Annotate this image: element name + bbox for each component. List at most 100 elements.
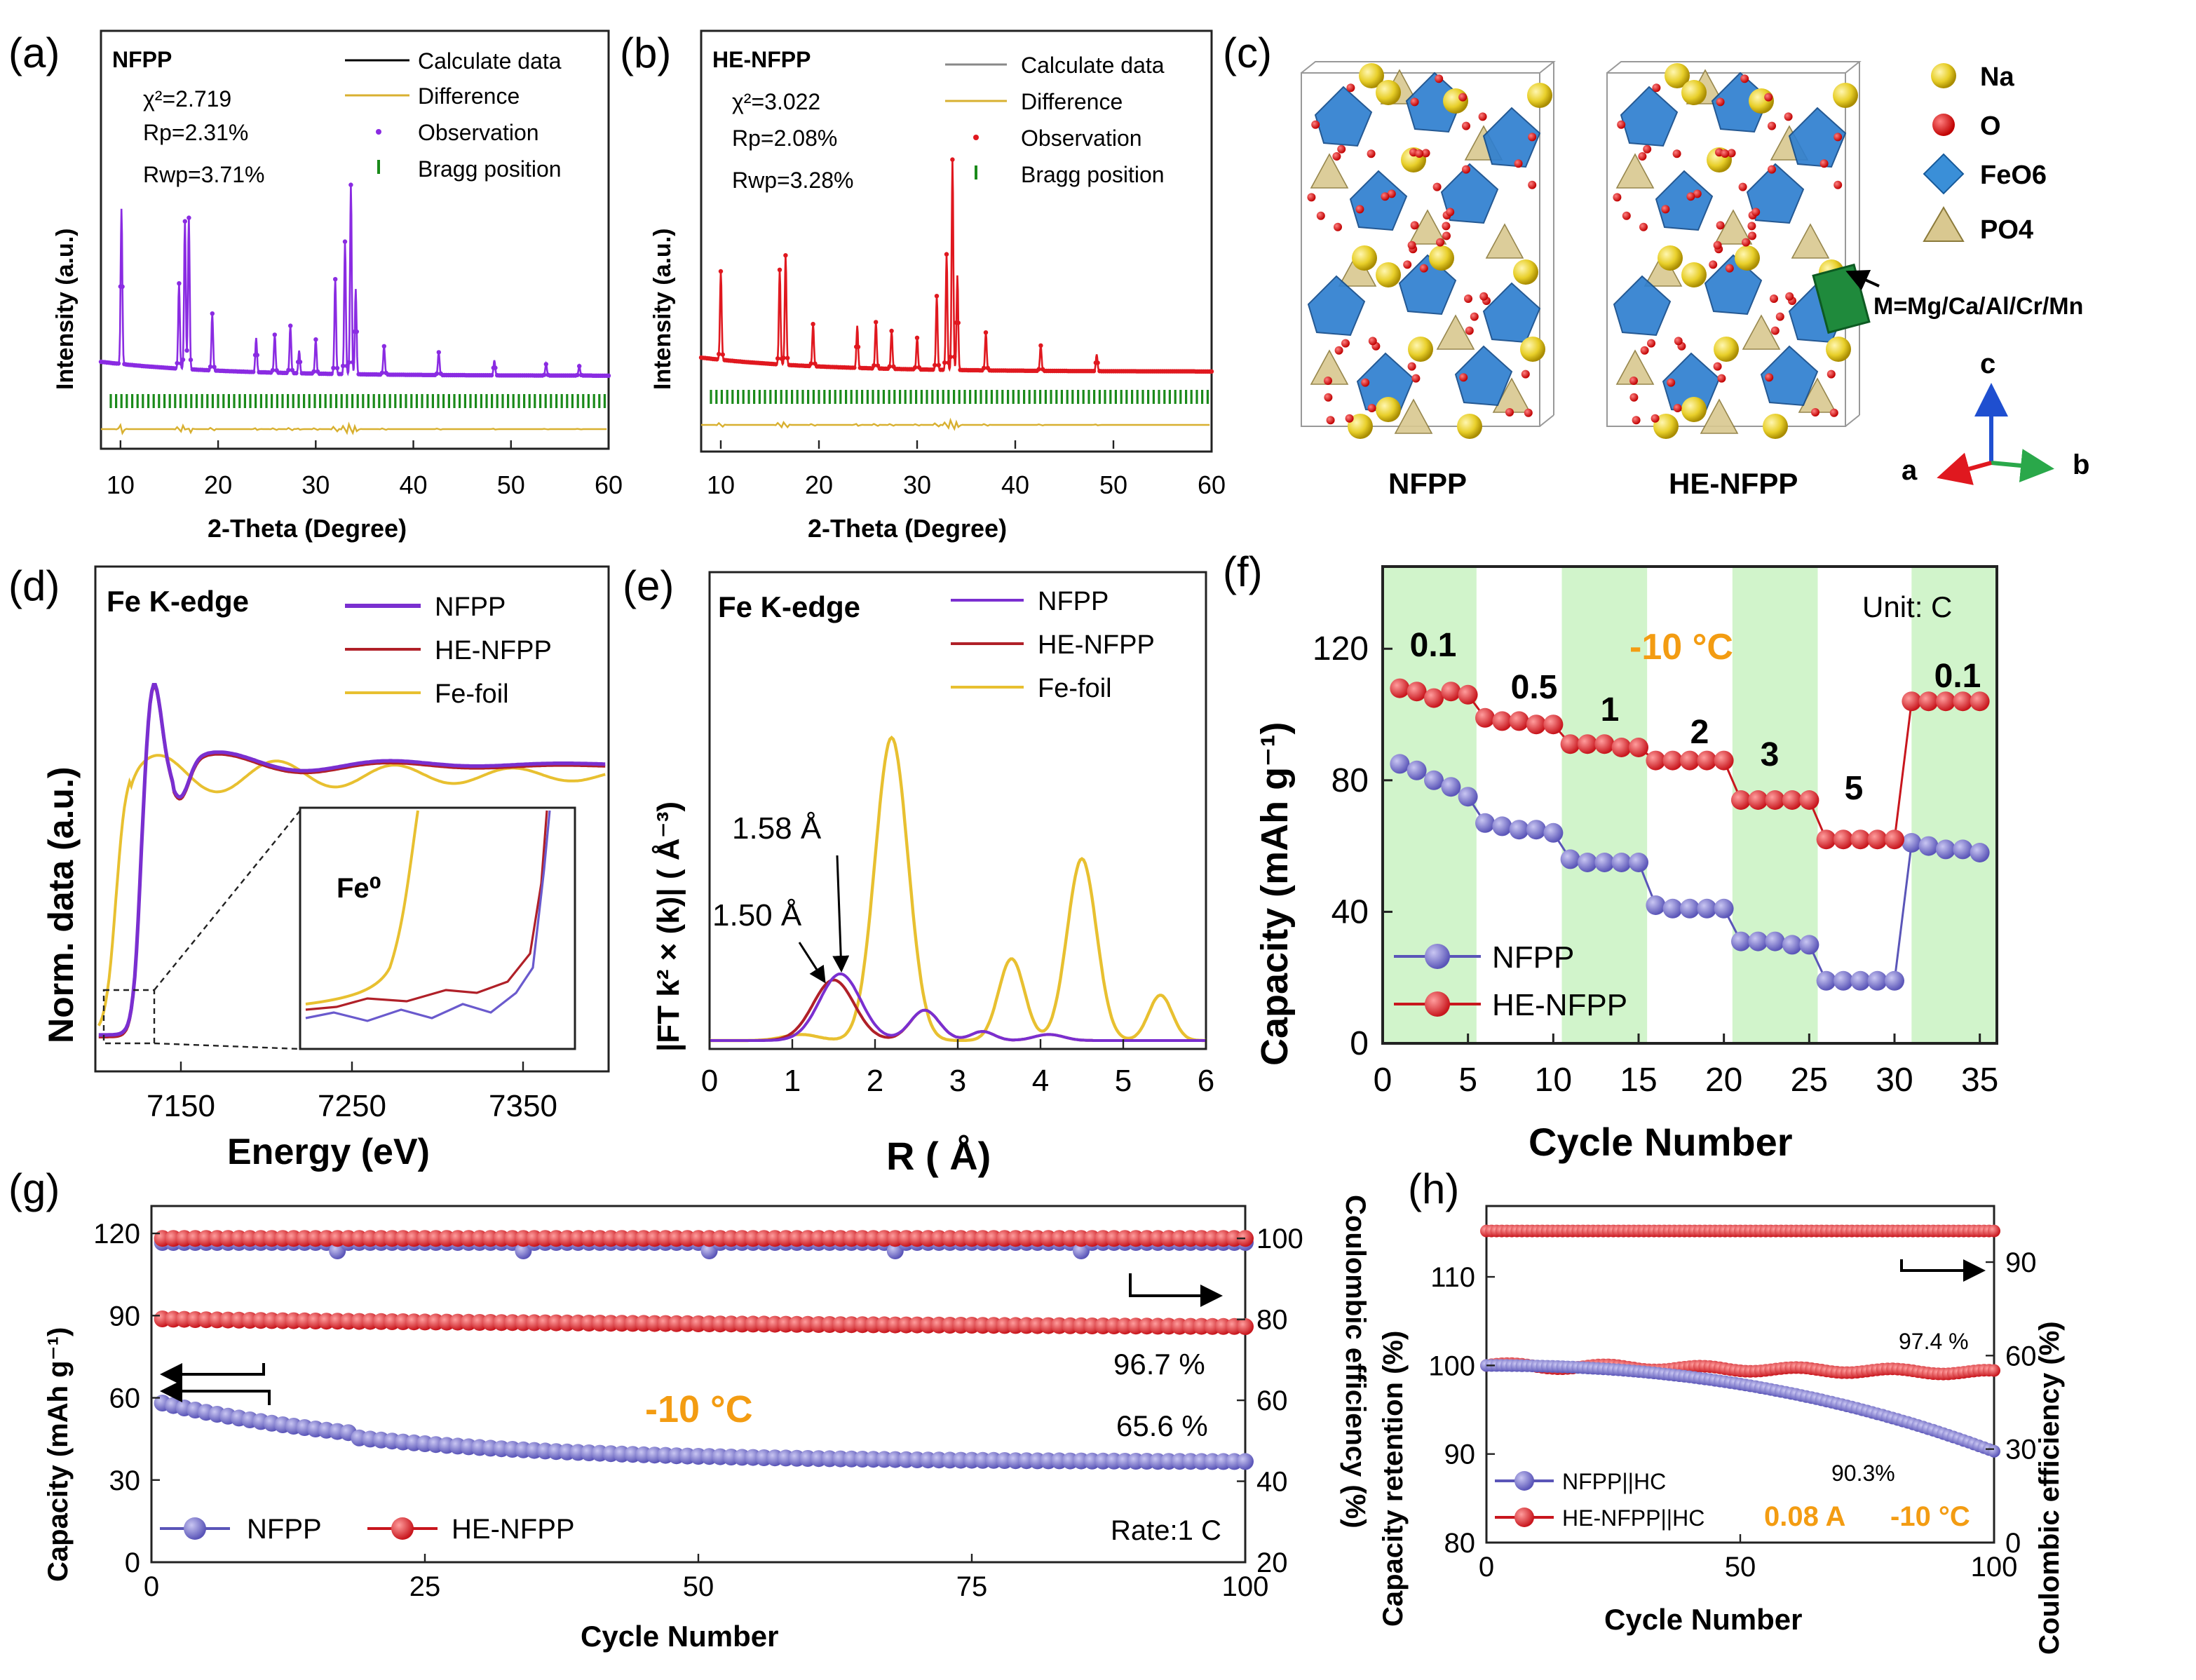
y-tick-label: 120 (93, 1219, 140, 1249)
feo6-octahedron (1613, 275, 1672, 337)
x-tick-label: 30 (903, 470, 931, 499)
observation-point (982, 365, 987, 370)
difference-curve (101, 421, 607, 435)
rate-labels: 0.1 0.5 1 2 3 5 0.1 (1410, 627, 1981, 807)
legend-he-nfpp-marker (1425, 991, 1450, 1017)
y-axis-label: Norm. data (a.u.) (41, 767, 81, 1043)
y-axis-label: Capacity retention (%) (1378, 1331, 1409, 1627)
x-tick-label: 30 (1876, 1062, 1913, 1099)
axis-ticks: 0 25 50 75 100 0 30 60 90 120 20 40 60 80 100 (93, 1219, 1303, 1602)
o-atom (1361, 378, 1370, 387)
x-axis-label: 2-Theta (Degree) (208, 514, 407, 543)
o-atom (1727, 149, 1736, 158)
x-tick-label: 1 (784, 1064, 801, 1098)
data-point (1867, 829, 1887, 850)
y-right-tick-label: 0 (2005, 1528, 2021, 1559)
o-atom (1334, 346, 1343, 355)
o-atom (1748, 231, 1756, 241)
observation-point (956, 320, 961, 325)
o-atom (1436, 238, 1444, 247)
feo6-octahedron (1440, 163, 1499, 224)
feo6-octahedron (1314, 86, 1373, 147)
panel-c: (c) M=Mg/Ca/Al/Cr/Mn NFPP HE-NFPP Na O F… (1223, 29, 2089, 500)
data-point (1543, 822, 1564, 843)
observation-point (874, 320, 879, 325)
observation-point (381, 344, 386, 348)
y-axis-label: Intensity (a.u.) (649, 229, 676, 390)
x-tick-label: 20 (805, 470, 833, 499)
x-axis-label: Cycle Number (1529, 1120, 1793, 1164)
o-atom (1765, 373, 1774, 382)
o-atom (1326, 416, 1335, 425)
data-point (1970, 691, 1990, 712)
fe-foil-inset-curve (305, 810, 419, 1005)
zoom-line (154, 810, 301, 991)
po4-tetrahedron (1742, 314, 1781, 350)
legend-nfpp-marker (1514, 1471, 1534, 1491)
x-tick-label: 50 (497, 470, 525, 499)
observation-point (948, 354, 953, 360)
o-atom (1505, 408, 1514, 416)
observation-point (206, 367, 211, 373)
observation-point (542, 372, 547, 377)
o-atom (1667, 378, 1676, 387)
panel-letter: (f) (1223, 548, 1263, 595)
observation-point (983, 330, 989, 335)
retention-he-nfpp: 96.7 % (1113, 1348, 1205, 1381)
legend: NFPP||HC HE-NFPP||HC (1495, 1469, 1704, 1531)
data-point (1816, 970, 1836, 991)
x-tick-label: 10 (1535, 1062, 1572, 1099)
data-point (1424, 770, 1444, 790)
o-atom (1410, 221, 1419, 230)
unit-cell-edge (1301, 61, 1556, 74)
o-atom (1640, 346, 1649, 355)
retention-he-nfpp: 97.4 % (1899, 1329, 1969, 1354)
data-point (1390, 754, 1410, 774)
data-point (1680, 898, 1700, 919)
zoom-line (154, 1042, 301, 1050)
o-atom (1709, 260, 1718, 269)
observation-point (781, 355, 786, 360)
o-atom (1775, 312, 1784, 321)
po4-tetrahedron (1485, 223, 1524, 259)
o-atom (1742, 238, 1750, 247)
data-point (1902, 833, 1922, 853)
data-point (1578, 853, 1597, 872)
legend: Calculate data Difference Observation Br… (345, 48, 562, 182)
observation-point (286, 367, 291, 372)
o-atom (1345, 414, 1354, 423)
o-atom (1674, 337, 1683, 346)
plot-frame (1381, 565, 1998, 1045)
x-tick-label: 50 (683, 1571, 714, 1602)
o-atom (1464, 294, 1472, 303)
observation-point (577, 364, 582, 369)
data-point (1594, 734, 1615, 754)
data-point (1953, 839, 1973, 860)
y-tick-label: 120 (1313, 630, 1369, 668)
o-atom (1740, 74, 1749, 83)
annotation-arrow (798, 942, 826, 984)
x-tick-label: 30 (301, 470, 330, 499)
x-tick-label: 25 (409, 1571, 441, 1602)
data-point (1970, 843, 1990, 862)
x-tick-label: 100 (1971, 1552, 2018, 1583)
axis-ticks: 0 50 100 80 90 100 110 0 30 60 90 (1428, 1247, 2036, 1583)
o-atom (1465, 326, 1474, 335)
structure-name-nfpp: NFPP (1388, 467, 1467, 500)
o-atom (1332, 152, 1341, 161)
feo6-octahedron (1349, 170, 1408, 231)
data-point (1867, 970, 1887, 991)
legend-na: Na (1980, 62, 2014, 92)
x-tick-label: 40 (1001, 470, 1029, 499)
data-point (1936, 691, 1956, 712)
x-tick-label: 15 (1620, 1062, 1657, 1099)
data-point (1902, 691, 1922, 712)
data-point (1646, 895, 1666, 915)
observation-point (346, 360, 351, 365)
rate-band (1911, 567, 1997, 1043)
na-atom (1763, 414, 1788, 439)
o-atom (1524, 408, 1533, 417)
na-atom (1653, 414, 1679, 439)
